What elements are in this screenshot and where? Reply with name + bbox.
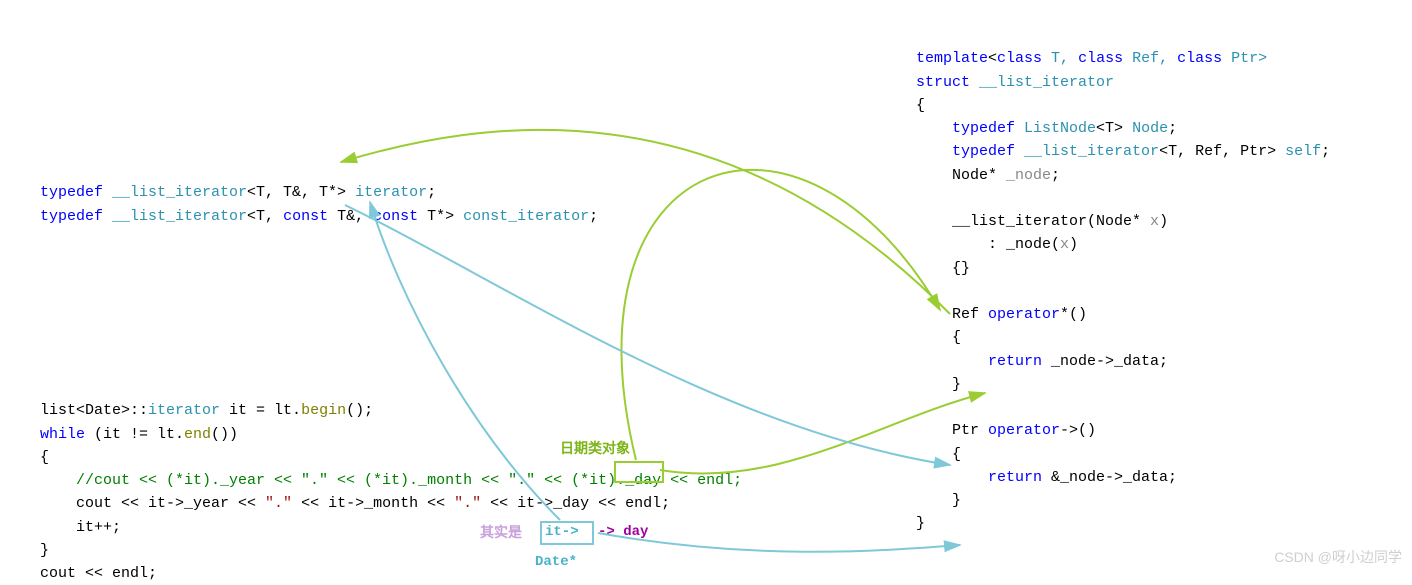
r12b: operator [988,306,1060,323]
r18: { [916,446,961,463]
r8b: x [1150,213,1159,230]
r13: { [916,329,961,346]
b6: it++; [40,519,121,536]
r6a: Node* [916,167,1006,184]
code-block-struct: template<class T, class Ref, class Ptr> … [916,24,1330,536]
kw-typedef1: typedef [40,184,112,201]
r5e: ; [1321,143,1330,160]
b1b: iterator [148,402,229,419]
name-citer: const_iterator [463,208,589,225]
r20: } [916,492,961,509]
b2c: end [184,426,211,443]
const2: const [373,208,427,225]
r1d: T, [1051,50,1078,67]
tmpl2b: T&, [337,208,373,225]
r1e: class [1078,50,1132,67]
name-iter: iterator [355,184,427,201]
r15: } [916,376,961,393]
kw-typedef2: typedef [40,208,112,225]
b1a: list<Date>:: [40,402,148,419]
highlight-box-deref-it [614,461,664,483]
r8c: ) [1159,213,1168,230]
b3: { [40,449,49,466]
r10: {} [916,260,970,277]
code-block-top: typedef __list_iterator<T, T&, T*> itera… [40,158,598,228]
b2b: (it != lt. [94,426,184,443]
b1c: it = lt. [229,402,301,419]
r14b: _node->_data; [1051,353,1168,370]
r5c: <T, Ref, Ptr> [1159,143,1285,160]
annot-date-ptr: Date* [535,552,577,574]
const1: const [283,208,337,225]
b7: } [40,542,49,559]
r3: { [916,97,925,114]
r14a: return [916,353,1051,370]
r19a: return [916,469,1051,486]
r5a: typedef [916,143,1024,160]
b1e: (); [346,402,373,419]
annot-suffix-day: ->_day [598,522,648,544]
r12c: *() [1060,306,1087,323]
b5c: << it->_day << endl; [481,495,670,512]
r6b: _node [1006,167,1051,184]
r21: } [916,515,925,532]
r17c: ->() [1060,422,1096,439]
annot-actually: 其实是 [480,522,522,544]
annot-date-object: 日期类对象 [560,438,630,460]
r1g: class [1177,50,1231,67]
annot-it-arrow: it-> [545,522,579,544]
r4c: <T> [1096,120,1132,137]
r9c: ) [1069,236,1078,253]
r1b: < [988,50,997,67]
r5d: self [1285,143,1321,160]
r1c: class [997,50,1051,67]
r4e: ; [1168,120,1177,137]
b5a: cout << it->_year << [40,495,265,512]
r8a: __list_iterator(Node* [916,213,1150,230]
tmpl2a: <T, [247,208,283,225]
r17a: Ptr [916,422,988,439]
b5s1: "." [265,495,292,512]
r17b: operator [988,422,1060,439]
r4d: Node [1132,120,1168,137]
r1a: template [916,50,988,67]
type-iter1: __list_iterator [112,184,247,201]
type-iter2: __list_iterator [112,208,247,225]
r1f: Ref, [1132,50,1177,67]
r12a: Ref [916,306,988,323]
watermark: CSDN @呀小边同学 [1274,547,1402,569]
r4b: ListNode [1024,120,1096,137]
end1: ; [427,184,436,201]
r1h: Ptr> [1231,50,1267,67]
tmpl1: <T, T&, T*> [247,184,355,201]
b1d: begin [301,402,346,419]
r5b: __list_iterator [1024,143,1159,160]
r4a: typedef [916,120,1024,137]
r6c: ; [1051,167,1060,184]
tmpl2c: T*> [427,208,463,225]
b5s2: "." [454,495,481,512]
end2: ; [589,208,598,225]
r9a: : _node( [916,236,1060,253]
b2a: while [40,426,94,443]
b2d: ()) [211,426,238,443]
b5b: << it->_month << [292,495,454,512]
r2b: __list_iterator [979,74,1114,91]
r9b: x [1060,236,1069,253]
b8: cout << endl; [40,565,157,582]
r19b: &_node->_data; [1051,469,1177,486]
r2a: struct [916,74,979,91]
